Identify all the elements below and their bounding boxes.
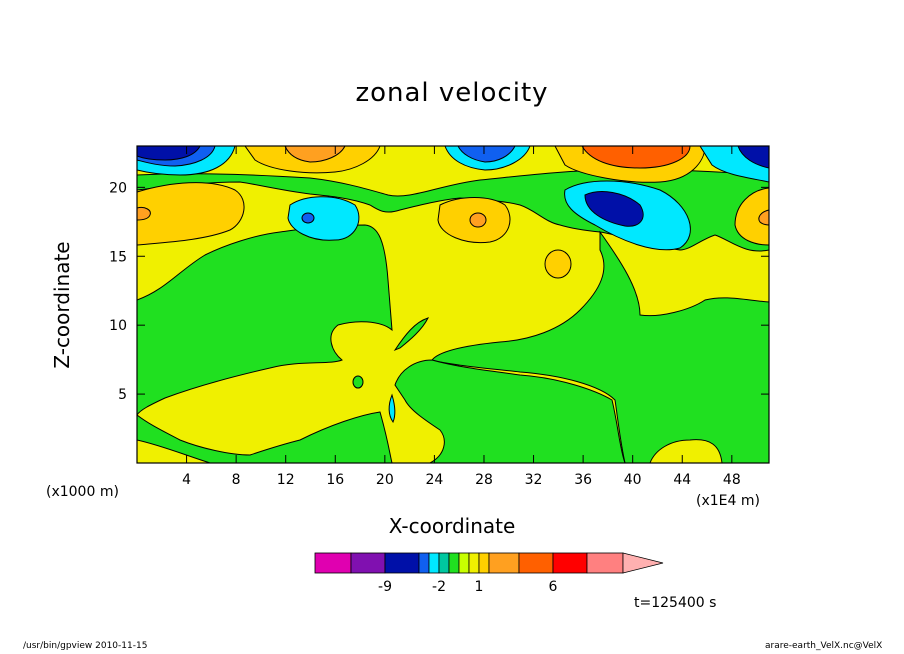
chart-title: zonal velocity [355, 78, 549, 108]
colorbar-swatch [314, 552, 352, 574]
y-tick-label: 15 [109, 249, 127, 265]
x-tick-label: 48 [723, 472, 741, 488]
x-tick-label: 20 [376, 472, 394, 488]
field-orange-small [544, 249, 572, 279]
field-orange-left [137, 182, 245, 246]
field-green-left [137, 224, 393, 416]
field-darkblue-top-left [137, 146, 201, 161]
x-tick-label: 24 [425, 472, 443, 488]
field-blue-top-mid-core [457, 146, 516, 163]
colorbar-swatch [586, 552, 624, 574]
colorbar-swatch [518, 552, 554, 574]
colorbar: -9 -2 1 6 [314, 552, 664, 595]
y-tick-label: 20 [109, 180, 127, 196]
colorbar-label: 6 [549, 579, 558, 595]
x-tick-label: 44 [673, 472, 691, 488]
field-blue-right-core [584, 191, 644, 227]
colorbar-swatch [384, 552, 420, 574]
x-scale-note: (x1E4 m) [696, 493, 760, 509]
contour-field [137, 146, 769, 463]
field-yellow-bottom-right [649, 439, 723, 463]
colorbar-swatch [438, 552, 450, 574]
x-tick-label: 12 [277, 472, 295, 488]
colorbar-swatch [418, 552, 430, 574]
colorbar-swatch [350, 552, 386, 574]
field-green-bottom-left [137, 411, 393, 463]
field-orange-top-left-core [284, 146, 346, 163]
field-orange-top-right-core [581, 146, 691, 169]
colorbar-arrow [622, 552, 664, 574]
field-orange-right-core [758, 209, 769, 226]
colorbar-swatch [458, 552, 470, 574]
footer-left: /usr/bin/gpview 2010-11-15 [23, 641, 148, 651]
x-unit-note: (x1000 m) [46, 484, 119, 500]
field-green-finger [393, 317, 429, 352]
colorbar-swatch [488, 552, 520, 574]
field-green-right [431, 230, 769, 463]
y-axis: 5 10 15 20 [109, 180, 769, 403]
colorbar-label: -9 [378, 579, 392, 595]
colorbar-label: -2 [432, 579, 446, 595]
y-tick-label: 5 [118, 387, 127, 403]
x-tick-label: 4 [182, 472, 191, 488]
colorbar-swatch [428, 552, 440, 574]
x-tick-label: 32 [525, 472, 543, 488]
x-tick-label: 36 [574, 472, 592, 488]
colorbar-swatch [448, 552, 460, 574]
field-blue-top-right [737, 146, 769, 169]
field-orange-right [734, 187, 769, 246]
time-label: t=125400 s [634, 595, 717, 611]
colorbar-swatch [468, 552, 480, 574]
plot-frame [136, 145, 770, 464]
colorbar-swatch [552, 552, 588, 574]
field-green-mid-low [394, 359, 626, 463]
footer-right: arare-earth_VelX.nc@VelX [765, 641, 883, 651]
colorbar-label: 1 [475, 579, 484, 595]
colorbar-swatch [478, 552, 490, 574]
x-tick-label: 40 [624, 472, 642, 488]
field-green-dot [352, 375, 364, 389]
x-axis: 4 8 12 16 20 24 28 32 36 40 44 48 [182, 146, 741, 488]
field-blue-left-core [301, 212, 315, 224]
x-axis-label: X-coordinate [388, 514, 516, 538]
x-tick-label: 8 [232, 472, 241, 488]
field-orange-left-core [137, 207, 151, 221]
field-spike [388, 393, 396, 424]
field-orange-mid-core [469, 212, 487, 228]
x-tick-label: 16 [326, 472, 344, 488]
x-tick-label: 28 [475, 472, 493, 488]
y-axis-label: Z-coordinate [50, 241, 74, 369]
field-cyan-left [287, 196, 360, 241]
y-tick-label: 10 [109, 318, 127, 334]
